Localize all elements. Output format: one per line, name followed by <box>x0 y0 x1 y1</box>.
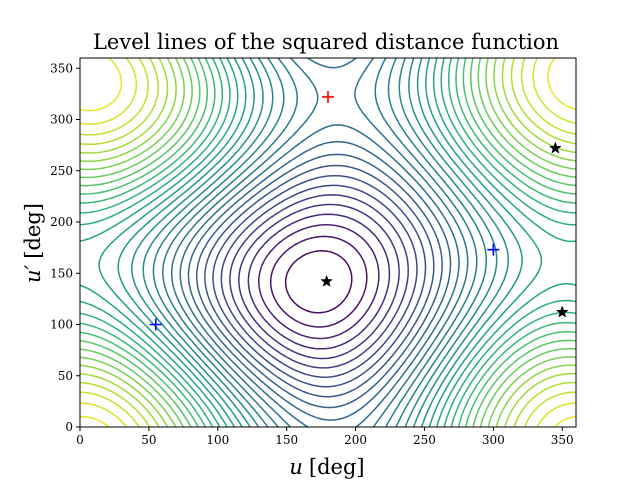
contour-level <box>80 58 576 427</box>
contour-level <box>258 224 380 340</box>
contour-level <box>117 58 523 427</box>
contour-level <box>80 58 576 427</box>
contour-level <box>162 58 478 427</box>
chart-title: Level lines of the squared distance func… <box>93 30 559 54</box>
y-axis-unit: [deg] <box>21 203 45 259</box>
contour-level <box>80 58 576 427</box>
contour-level <box>152 58 488 427</box>
y-tick-label: 0 <box>65 420 73 434</box>
y-tick-label: 150 <box>50 266 73 280</box>
plot-frame <box>79 57 577 428</box>
y-tick-label: 300 <box>50 113 73 127</box>
contour-level <box>80 58 576 427</box>
y-axis-label: u′ [deg] <box>21 203 45 283</box>
contour-level <box>80 58 576 427</box>
y-tick-label: 100 <box>50 318 73 332</box>
contour-level <box>170 58 469 427</box>
plus-marker <box>149 318 162 331</box>
contour-lines <box>80 58 576 427</box>
contour-level <box>80 58 576 427</box>
contour-level <box>80 58 576 427</box>
contour-level <box>80 58 576 427</box>
contour-level <box>142 58 498 427</box>
contour-level <box>80 58 576 427</box>
contour-level <box>131 58 510 427</box>
contour-level <box>269 235 368 328</box>
x-tick-label: 100 <box>206 433 229 447</box>
x-axis-label: u [deg] <box>289 455 364 479</box>
plus-marker <box>487 243 500 256</box>
x-axis-unit: [deg] <box>309 455 365 479</box>
y-tick-label: 200 <box>50 215 73 229</box>
x-tick-label: 150 <box>275 433 298 447</box>
star-marker <box>548 141 562 154</box>
contour-level <box>195 153 443 409</box>
contour-level <box>247 213 391 350</box>
contour-level <box>238 203 400 360</box>
y-axis-symbol: u′ <box>21 264 45 283</box>
star-marker <box>555 305 569 318</box>
star-marker <box>320 274 334 287</box>
x-axis-ticks: 0 50 100 150 200 250 300 350 <box>76 427 574 447</box>
markers <box>149 90 569 331</box>
contour-level <box>80 58 576 427</box>
contour-level <box>80 58 576 427</box>
contour-level <box>80 58 576 427</box>
y-tick-label: 50 <box>58 369 73 383</box>
contour-level <box>212 174 427 388</box>
contour-level <box>204 164 435 398</box>
contour-level <box>98 58 543 427</box>
contour-level <box>179 58 460 427</box>
contour-level <box>187 140 452 421</box>
contour-level <box>220 184 418 378</box>
contour-level <box>229 194 409 369</box>
x-tick-label: 0 <box>76 433 84 447</box>
x-tick-label: 350 <box>551 433 574 447</box>
y-tick-label: 250 <box>50 164 73 178</box>
contour-level <box>284 250 353 314</box>
x-axis-symbol: u <box>289 455 303 479</box>
x-tick-label: 200 <box>344 433 367 447</box>
contour-level <box>80 58 576 427</box>
contour-level <box>80 58 576 427</box>
plus-marker <box>322 90 334 103</box>
y-axis-ticks: 0 50 100 150 200 250 300 350 <box>50 61 80 434</box>
y-tick-label: 350 <box>50 61 73 75</box>
x-tick-label: 250 <box>413 433 436 447</box>
x-tick-label: 300 <box>482 433 505 447</box>
x-tick-label: 50 <box>141 433 156 447</box>
